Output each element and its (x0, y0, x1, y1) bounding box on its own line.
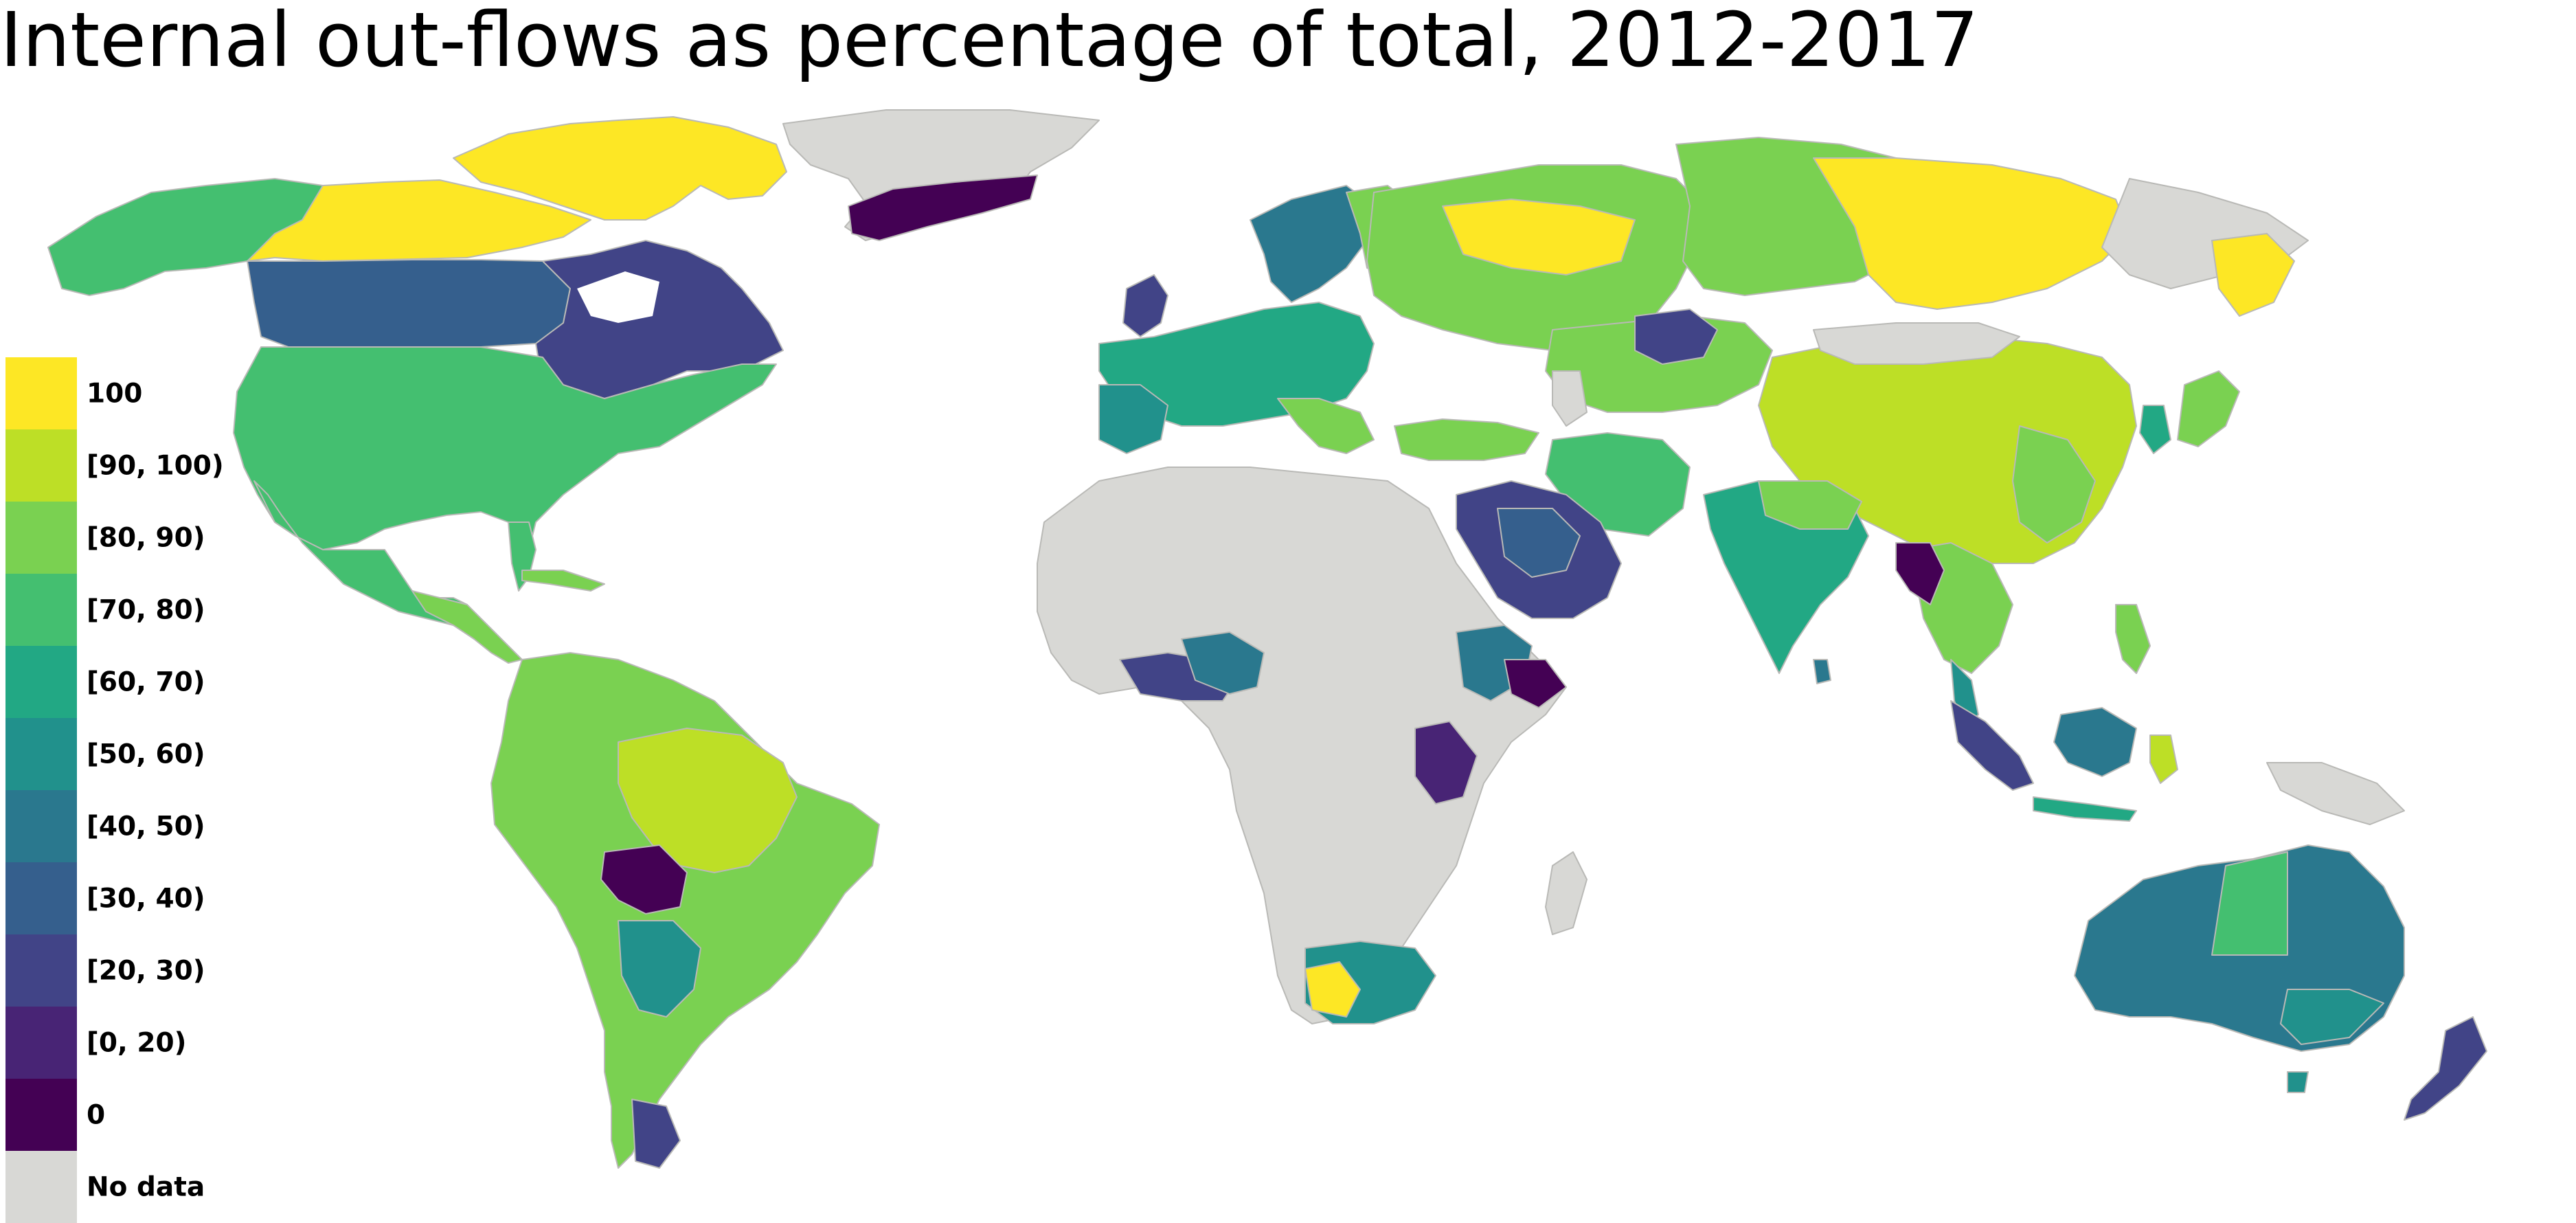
legend-label: [90, 100) (87, 450, 224, 481)
legend-label: No data (87, 1171, 205, 1202)
hudson-bay (577, 271, 659, 323)
italy-balkans (1277, 398, 1375, 454)
caspian (1552, 370, 1588, 427)
iberia (1098, 384, 1168, 454)
legend-label: [20, 30) (87, 955, 205, 986)
australia-central (2211, 851, 2288, 956)
java (2033, 796, 2137, 822)
sri-lanka (1813, 659, 1831, 684)
legend-swatch (5, 1007, 77, 1079)
legend-item: [90, 100) (5, 429, 294, 502)
legend-swatch (5, 718, 77, 790)
china-east (2012, 425, 2096, 543)
uk (1122, 274, 1168, 337)
canada-north (247, 179, 591, 262)
landmass-layer (47, 109, 2487, 1169)
legend-item: [60, 70) (5, 646, 294, 718)
bolivia-zero (600, 844, 688, 915)
sumatra (1950, 700, 2034, 791)
legend-label: [30, 40) (87, 883, 205, 914)
horn (1504, 659, 1567, 708)
central-america (411, 590, 523, 664)
map-title: Internal out-flows as percentage of tota… (0, 0, 1979, 84)
legend-item: [0, 20) (5, 1007, 294, 1079)
legend-swatch (5, 357, 77, 429)
legend-item: 100 (5, 357, 294, 429)
sulawesi (2149, 734, 2178, 784)
usa (233, 346, 777, 550)
legend-label: [70, 80) (87, 594, 205, 625)
russia-siberia (1813, 157, 2130, 310)
arabia-blue (1497, 508, 1581, 578)
legend-item: 0 (5, 1079, 294, 1151)
legend-swatch (5, 862, 77, 934)
cuba (521, 570, 605, 592)
legend-label: [50, 60) (87, 739, 205, 770)
legend-swatch (5, 1079, 77, 1151)
legend-label: [60, 70) (87, 666, 205, 697)
legend-item: No data (5, 1151, 294, 1223)
legend-item: [70, 80) (5, 574, 294, 646)
myanmar (1895, 542, 1945, 605)
australia-southeast (2280, 989, 2384, 1045)
tasmania (2287, 1071, 2309, 1093)
new-zealand (2404, 1016, 2487, 1121)
legend-item: [30, 40) (5, 862, 294, 934)
legend-swatch (5, 502, 77, 574)
korea (2139, 405, 2171, 454)
legend-label: [80, 90) (87, 522, 205, 553)
legend-item: [20, 30) (5, 934, 294, 1007)
patagonia (631, 1099, 681, 1169)
argentina-mid (618, 920, 701, 1018)
legend-swatch (5, 646, 77, 718)
amazon-yellowgreen (618, 728, 798, 873)
mongolia (1813, 322, 2020, 365)
kamchatka (2211, 233, 2295, 317)
legend-item: [80, 90) (5, 502, 294, 574)
legend-item: [40, 50) (5, 790, 294, 862)
legend-label: [0, 20) (87, 1027, 187, 1058)
legend-swatch (5, 574, 77, 646)
legend-swatch (5, 934, 77, 1007)
legend-item: [50, 60) (5, 718, 294, 790)
japan (2177, 370, 2240, 447)
legend-swatch (5, 1151, 77, 1223)
nigeria (1181, 631, 1265, 695)
canada-arctic-islands (453, 116, 787, 221)
legend-swatch (5, 429, 77, 502)
legend-swatch (5, 790, 77, 862)
philippines (2115, 604, 2151, 674)
borneo (2053, 707, 2137, 777)
map-legend: 100 [90, 100) [80, 90) [70, 80) [60, 70) [50,… (5, 357, 294, 1223)
east-africa (1414, 721, 1478, 805)
kazakh-purple (1634, 308, 1718, 365)
greenland-zero (848, 175, 1038, 241)
scandinavia (1250, 185, 1375, 303)
madagascar (1545, 851, 1588, 935)
legend-label: 100 (87, 378, 143, 409)
canada-west (247, 259, 571, 348)
turkey (1394, 418, 1539, 461)
legend-label: 0 (87, 1099, 106, 1130)
india-north (1758, 480, 1862, 530)
new-guinea (2266, 762, 2405, 825)
legend-label: [40, 50) (87, 811, 205, 842)
russia-yellow-band (1442, 199, 1636, 276)
botswana (1304, 961, 1361, 1018)
